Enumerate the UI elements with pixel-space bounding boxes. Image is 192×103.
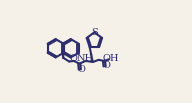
Text: S: S — [91, 28, 98, 37]
Text: OH: OH — [102, 54, 119, 63]
Text: O: O — [70, 54, 78, 63]
Text: O: O — [78, 64, 85, 74]
Text: O: O — [102, 61, 110, 70]
Text: NH: NH — [77, 54, 94, 63]
